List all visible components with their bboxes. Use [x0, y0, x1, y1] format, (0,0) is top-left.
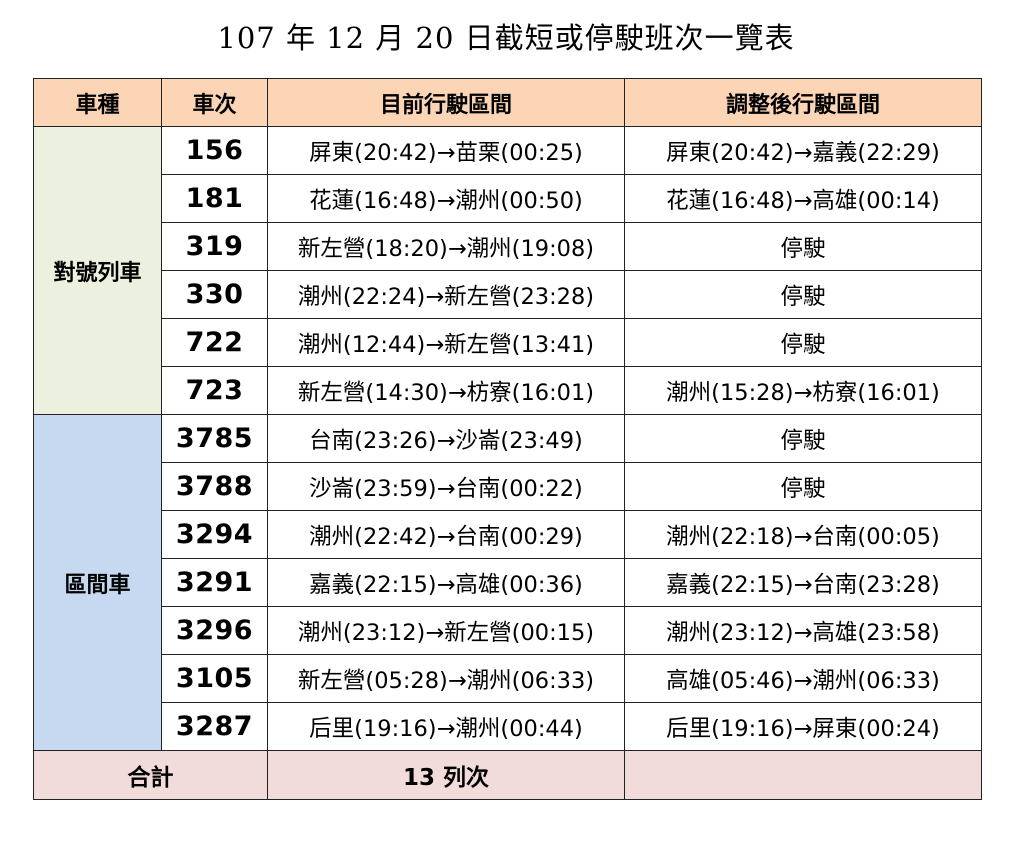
adjusted-route-cell: 后里(19:16)→屏東(00:24) — [624, 702, 982, 751]
table-row: 區間車 3785 台南(23:26)→沙崙(23:49) 停駛 — [33, 414, 982, 751]
current-route-cell: 新左營(18:20)→潮州(19:08) — [267, 222, 625, 271]
header-train-type: 車種 — [33, 78, 162, 127]
table-row: 723 新左營(14:30)→枋寮(16:01) 潮州(15:28)→枋寮(16:0… — [34, 366, 982, 415]
schedule-table: 車種 車次 目前行駛區間 調整後行駛區間 對號列車 156 屏東(20:42)→苗栗… — [33, 78, 982, 800]
header-adjusted-route: 調整後行駛區間 — [624, 78, 982, 127]
table-row: 3294 潮州(22:42)→台南(00:29) 潮州(22:18)→台南(00:0… — [34, 510, 982, 559]
header-current-route: 目前行駛區間 — [267, 78, 625, 127]
table-row: 3788 沙崙(23:59)→台南(00:22) 停駛 — [34, 462, 982, 511]
train-number-cell: 3291 — [161, 558, 268, 607]
adjusted-route-cell: 高雄(05:46)→潮州(06:33) — [624, 654, 982, 703]
adjusted-route-cell: 潮州(22:18)→台南(00:05) — [624, 510, 982, 559]
train-number-cell: 3296 — [161, 606, 268, 655]
current-route-cell: 嘉義(22:15)→高雄(00:36) — [267, 558, 625, 607]
train-number-cell: 3788 — [161, 462, 268, 511]
current-route-cell: 潮州(22:24)→新左營(23:28) — [267, 270, 625, 319]
adjusted-route-cell: 停駛 — [624, 270, 982, 319]
table-body: 對號列車 156 屏東(20:42)→苗栗(00:25) 屏東(20:42)→嘉義(2… — [33, 126, 982, 751]
current-route-cell: 沙崙(23:59)→台南(00:22) — [267, 462, 625, 511]
train-number-cell: 722 — [161, 318, 268, 367]
current-route-cell: 潮州(12:44)→新左營(13:41) — [267, 318, 625, 367]
adjusted-route-cell: 花蓮(16:48)→高雄(00:14) — [624, 174, 982, 223]
train-number-cell: 319 — [161, 222, 268, 271]
current-route-cell: 潮州(22:42)→台南(00:29) — [267, 510, 625, 559]
adjusted-route-cell: 嘉義(22:15)→台南(23:28) — [624, 558, 982, 607]
current-route-cell: 新左營(14:30)→枋寮(16:01) — [267, 366, 625, 415]
page-title: 107 年 12 月 20 日截短或停駛班次一覽表 — [217, 21, 795, 55]
current-route-cell: 潮州(23:12)→新左營(00:15) — [267, 606, 625, 655]
adjusted-route-cell: 潮州(15:28)→枋寮(16:01) — [624, 366, 982, 415]
table-row: 3287 后里(19:16)→潮州(00:44) 后里(19:16)→屏東(00:2… — [34, 702, 982, 751]
current-route-cell: 屏東(20:42)→苗栗(00:25) — [267, 126, 625, 175]
total-adjusted — [624, 750, 982, 800]
adjusted-route-cell: 停駛 — [624, 414, 982, 463]
table-row: 對號列車 156 屏東(20:42)→苗栗(00:25) 屏東(20:42)→嘉義(2… — [33, 126, 982, 415]
train-number-cell: 723 — [161, 366, 268, 415]
table-row: 3296 潮州(23:12)→新左營(00:15) 潮州(23:12)→高雄(23:… — [34, 606, 982, 655]
adjusted-route-cell: 停駛 — [624, 222, 982, 271]
adjusted-route-cell: 潮州(23:12)→高雄(23:58) — [624, 606, 982, 655]
train-type-cell: 區間車 — [33, 414, 162, 751]
adjusted-route-cell: 停駛 — [624, 318, 982, 367]
current-route-cell: 新左營(05:28)→潮州(06:33) — [267, 654, 625, 703]
train-number-cell: 3294 — [161, 510, 268, 559]
adjusted-route-cell: 停駛 — [624, 462, 982, 511]
total-row: 合計 13 列次 — [33, 750, 982, 800]
current-route-cell: 台南(23:26)→沙崙(23:49) — [267, 414, 625, 463]
train-number-cell: 3287 — [161, 702, 268, 751]
header-train-number: 車次 — [161, 78, 268, 127]
table-row: 330 潮州(22:24)→新左營(23:28) 停駛 — [34, 270, 982, 319]
table-row: 3105 新左營(05:28)→潮州(06:33) 高雄(05:46)→潮州(06:… — [34, 654, 982, 703]
current-route-cell: 花蓮(16:48)→潮州(00:50) — [267, 174, 625, 223]
train-number-cell: 181 — [161, 174, 268, 223]
total-value: 13 列次 — [267, 750, 625, 800]
train-type-cell: 對號列車 — [33, 126, 162, 415]
table-row: 181 花蓮(16:48)→潮州(00:50) 花蓮(16:48)→高雄(00:14… — [34, 174, 982, 223]
train-number-cell: 3105 — [161, 654, 268, 703]
table-row: 722 潮州(12:44)→新左營(13:41) 停駛 — [34, 318, 982, 367]
table-row: 319 新左營(18:20)→潮州(19:08) 停駛 — [34, 222, 982, 271]
table-row: 3291 嘉義(22:15)→高雄(00:36) 嘉義(22:15)→台南(23:2… — [34, 558, 982, 607]
total-label: 合計 — [33, 750, 268, 800]
adjusted-route-cell: 屏東(20:42)→嘉義(22:29) — [624, 126, 982, 175]
current-route-cell: 后里(19:16)→潮州(00:44) — [267, 702, 625, 751]
train-number-cell: 3785 — [161, 414, 268, 463]
train-number-cell: 156 — [161, 126, 268, 175]
train-number-cell: 330 — [161, 270, 268, 319]
table-header-row: 車種 車次 目前行駛區間 調整後行駛區間 — [33, 78, 982, 127]
